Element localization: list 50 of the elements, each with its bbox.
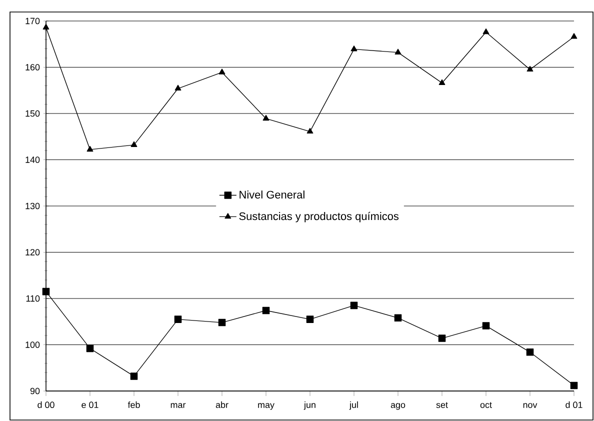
x-tick-label: e 01 [82,402,98,408]
x-tick-label: d 01 [566,401,582,408]
point [86,344,94,352]
x-tick-label: may [258,403,274,410]
point [570,33,578,39]
point [174,316,182,323]
x-tick-label: jul [349,401,358,410]
point [42,288,50,296]
legend-label: Sustancias y productos químicos [239,212,399,222]
point [526,66,534,72]
y-tick-label: 130 [26,202,40,210]
y-tick-label: 170 [26,18,40,24]
x-tick-label: abr [216,401,228,408]
x-tick-label: d 00 [38,401,54,408]
point [394,48,402,54]
point [526,348,534,356]
x-tick-label: set [436,402,448,408]
point [218,68,226,74]
point [306,316,314,323]
x-tick-label: ago [390,403,406,410]
point [438,79,446,85]
y-tick-label: 110 [26,295,40,302]
point [570,382,578,390]
x-tick-label: mar [170,403,186,408]
x-tick-label: oct [480,402,492,408]
y-tick-label: 160 [26,64,40,70]
legend-label: Nivel General [240,190,304,199]
point [42,24,50,30]
point [130,372,138,380]
y-tick-label: 100 [26,342,40,348]
point [130,141,138,147]
x-tick-label: jun [304,401,316,410]
point [262,306,270,314]
point [394,314,402,322]
point [350,46,358,52]
y-tick-label: 120 [26,249,40,256]
point [218,318,226,326]
y-tick-label: 140 [26,156,40,163]
y-tick-label: 150 [26,110,40,117]
point [438,334,446,342]
x-tick-label: nov [523,403,538,408]
point [306,128,314,134]
point [86,146,94,152]
point [350,302,358,310]
point [262,114,270,121]
x-tick-label: feb [128,401,140,408]
point [482,322,490,330]
point [174,84,182,91]
point [482,28,490,34]
y-tick-label: 90 [30,388,40,394]
